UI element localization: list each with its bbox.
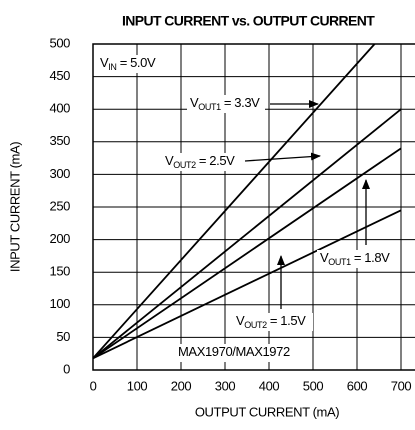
annotation-tail: = 1.5V bbox=[267, 313, 306, 328]
chart-title: INPUT CURRENT vs. OUTPUT CURRENT bbox=[122, 13, 375, 29]
x-tick-label: 0 bbox=[90, 378, 97, 393]
annotation: VOUT2 = 1.5V bbox=[236, 313, 306, 330]
label-bg bbox=[162, 153, 240, 171]
label-bg bbox=[317, 250, 397, 268]
series-line bbox=[92, 108, 402, 359]
label-bg bbox=[233, 313, 313, 331]
x-tick-label: 600 bbox=[347, 378, 368, 393]
annotation: VOUT1 = 1.8V bbox=[320, 250, 390, 267]
y-tick-label: 150 bbox=[50, 264, 71, 279]
annotation-sub: OUT1 bbox=[328, 257, 351, 267]
annotation-tail: = 5.0V bbox=[116, 55, 155, 70]
y-tick-label: 50 bbox=[56, 329, 70, 344]
y-tick-label: 200 bbox=[50, 231, 71, 246]
y-tick-label: 350 bbox=[50, 133, 71, 148]
label-bg bbox=[175, 344, 289, 362]
lines bbox=[92, 43, 402, 360]
series-line bbox=[92, 209, 402, 360]
x-tick-label: 300 bbox=[215, 378, 236, 393]
x-axis-label: OUTPUT CURRENT (mA) bbox=[195, 404, 339, 419]
annotation-main: V bbox=[320, 250, 329, 265]
y-tick-label: 450 bbox=[50, 68, 71, 83]
annotation: VIN = 5.0V bbox=[100, 55, 156, 72]
grid bbox=[92, 43, 415, 371]
y-tick-label: 0 bbox=[63, 361, 70, 376]
x-tick-label: 500 bbox=[303, 378, 324, 393]
annotation-sub: OUT2 bbox=[244, 320, 267, 330]
y-axis-label: INPUT CURRENT (mA) bbox=[7, 142, 22, 272]
x-tick-label: 400 bbox=[259, 378, 280, 393]
annotation-tail: = 1.8V bbox=[351, 250, 390, 265]
y-tick-label: 400 bbox=[50, 101, 71, 116]
annotation-tail: = 2.5V bbox=[196, 153, 235, 168]
y-tick-label: 250 bbox=[50, 198, 71, 213]
annotation-main: V bbox=[190, 95, 199, 110]
y-tick-label: 300 bbox=[50, 166, 71, 181]
annotation-main: V bbox=[100, 55, 109, 70]
label-bg bbox=[187, 95, 265, 113]
x-tick-label: 200 bbox=[171, 378, 192, 393]
annotation-main: V bbox=[236, 313, 245, 328]
y-tick-label: 500 bbox=[50, 35, 71, 50]
annotation-main: MAX1970/MAX1972 bbox=[178, 344, 290, 359]
y-tick-label: 100 bbox=[50, 296, 71, 311]
annotation-main: V bbox=[165, 153, 174, 168]
plot-frame bbox=[92, 43, 415, 371]
annotation-sub: OUT2 bbox=[173, 160, 196, 170]
annotation: VOUT2 = 2.5V bbox=[165, 153, 235, 170]
x-tick-label: 100 bbox=[127, 378, 148, 393]
label-bg bbox=[97, 55, 177, 73]
annotation-tail: = 3.3V bbox=[221, 95, 260, 110]
annotation-sub: IN bbox=[108, 62, 116, 72]
series-line bbox=[92, 43, 376, 359]
x-tick-label: 700 bbox=[391, 378, 412, 393]
annotation: VOUT1 = 3.3V bbox=[190, 95, 260, 112]
annotation-sub: OUT1 bbox=[198, 102, 221, 112]
series-line bbox=[92, 147, 402, 360]
annotation: MAX1970/MAX1972 bbox=[178, 344, 290, 359]
arrow bbox=[244, 152, 321, 162]
